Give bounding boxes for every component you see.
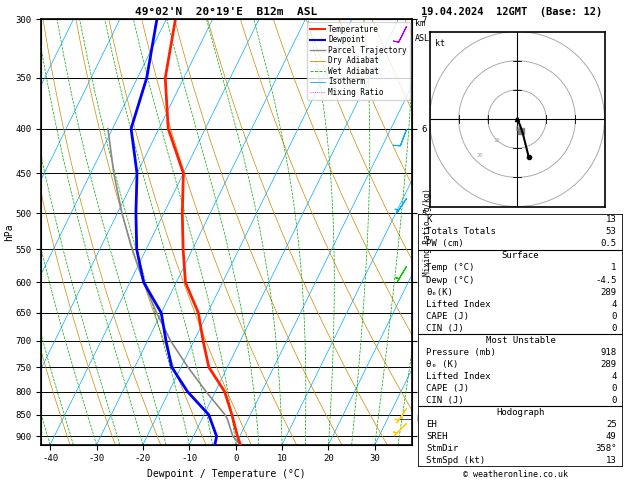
Text: K: K (426, 215, 432, 225)
Text: 4: 4 (611, 299, 616, 309)
Text: 1: 1 (611, 263, 616, 273)
Text: 918: 918 (601, 348, 616, 357)
Text: 10: 10 (494, 139, 500, 143)
Text: Temp (°C): Temp (°C) (426, 263, 475, 273)
Text: SREH: SREH (426, 432, 448, 441)
Text: LCL: LCL (416, 415, 430, 424)
Text: © weatheronline.co.uk: © weatheronline.co.uk (464, 469, 568, 479)
Text: 13: 13 (606, 215, 616, 225)
Text: θₑ (K): θₑ (K) (426, 360, 459, 369)
Text: 358°: 358° (595, 444, 616, 453)
Text: -4.5: -4.5 (595, 276, 616, 284)
Text: StmSpd (kt): StmSpd (kt) (426, 456, 486, 465)
Text: 53: 53 (606, 227, 616, 236)
Text: km: km (415, 19, 425, 29)
Text: 13: 13 (606, 456, 616, 465)
Text: Surface: Surface (502, 251, 539, 260)
Text: 20: 20 (476, 153, 482, 158)
Y-axis label: hPa: hPa (4, 223, 14, 241)
Text: 49°02'N  20°19'E  B12m  ASL: 49°02'N 20°19'E B12m ASL (135, 7, 318, 17)
Text: StmDir: StmDir (426, 444, 459, 453)
Text: CIN (J): CIN (J) (426, 396, 464, 405)
Text: CIN (J): CIN (J) (426, 324, 464, 332)
Text: 0: 0 (611, 324, 616, 332)
Text: 0: 0 (611, 396, 616, 405)
Text: ASL: ASL (415, 34, 430, 43)
Text: 289: 289 (601, 288, 616, 296)
X-axis label: Dewpoint / Temperature (°C): Dewpoint / Temperature (°C) (147, 469, 306, 479)
Text: kt: kt (435, 38, 445, 48)
Text: 0: 0 (611, 312, 616, 321)
Text: 289: 289 (601, 360, 616, 369)
Text: Most Unstable: Most Unstable (486, 336, 555, 345)
Text: Lifted Index: Lifted Index (426, 372, 491, 381)
Text: PW (cm): PW (cm) (426, 240, 464, 248)
Text: θₑ(K): θₑ(K) (426, 288, 454, 296)
Text: Dewp (°C): Dewp (°C) (426, 276, 475, 284)
Text: 4: 4 (611, 372, 616, 381)
Text: 19.04.2024  12GMT  (Base: 12): 19.04.2024 12GMT (Base: 12) (421, 7, 603, 17)
Text: CAPE (J): CAPE (J) (426, 384, 469, 393)
Text: 49: 49 (606, 432, 616, 441)
Text: 25: 25 (606, 420, 616, 429)
Text: Pressure (mb): Pressure (mb) (426, 348, 496, 357)
Text: CAPE (J): CAPE (J) (426, 312, 469, 321)
Text: Totals Totals: Totals Totals (426, 227, 496, 236)
Text: Hodograph: Hodograph (496, 408, 545, 417)
Text: EH: EH (426, 420, 437, 429)
Text: 0.5: 0.5 (601, 240, 616, 248)
Legend: Temperature, Dewpoint, Parcel Trajectory, Dry Adiabat, Wet Adiabat, Isotherm, Mi: Temperature, Dewpoint, Parcel Trajectory… (306, 22, 409, 100)
Text: Lifted Index: Lifted Index (426, 299, 491, 309)
Text: 0: 0 (611, 384, 616, 393)
Text: Mixing Ratio (g/kg): Mixing Ratio (g/kg) (423, 188, 432, 276)
